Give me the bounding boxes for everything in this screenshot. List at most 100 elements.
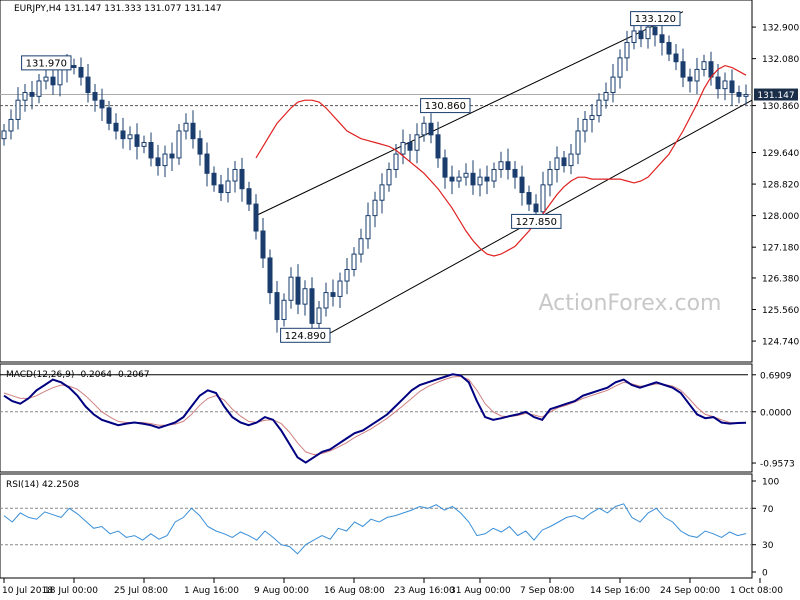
candle-body bbox=[729, 80, 735, 93]
candle bbox=[253, 194, 259, 240]
last-price-tag-box bbox=[754, 88, 798, 101]
candle-body bbox=[596, 99, 602, 117]
candle bbox=[435, 121, 441, 168]
candle-body bbox=[85, 76, 91, 93]
candle-body bbox=[351, 253, 357, 270]
macd-tick-label: 0.0000 bbox=[760, 408, 792, 418]
candle bbox=[43, 67, 49, 90]
macd-panel-frame bbox=[0, 363, 753, 473]
candle-body bbox=[659, 34, 665, 43]
annotation-label: 127.850 bbox=[516, 217, 557, 228]
candle-body bbox=[421, 122, 427, 136]
price-tick-label: 130.860 bbox=[762, 102, 799, 112]
candle-body bbox=[365, 215, 371, 240]
price-tick-label: 124.740 bbox=[762, 338, 799, 348]
candle-body bbox=[78, 66, 84, 78]
candle bbox=[547, 160, 553, 197]
candle bbox=[701, 54, 707, 77]
candle bbox=[372, 191, 378, 228]
candle-body bbox=[162, 153, 168, 167]
price-annotation: 131.970 bbox=[21, 55, 72, 71]
candle-body bbox=[673, 53, 679, 63]
candle bbox=[554, 146, 560, 183]
candle bbox=[78, 57, 84, 86]
candle-body bbox=[15, 99, 21, 120]
candle bbox=[225, 167, 231, 203]
candle-body bbox=[127, 134, 133, 140]
candle bbox=[295, 264, 301, 315]
candle-body bbox=[43, 76, 49, 82]
candle-body bbox=[533, 203, 539, 213]
candle-body bbox=[379, 184, 385, 201]
candle-body bbox=[337, 280, 343, 297]
price-tick-label: 129.640 bbox=[762, 149, 799, 159]
candle bbox=[596, 93, 602, 123]
annotation-label: 133.120 bbox=[635, 14, 676, 25]
candle-body bbox=[218, 184, 224, 194]
candle bbox=[22, 84, 28, 112]
annotation-box bbox=[280, 327, 331, 343]
candle-body bbox=[694, 68, 700, 82]
candle-body bbox=[519, 176, 525, 194]
candle bbox=[232, 160, 238, 193]
candle bbox=[568, 144, 574, 175]
price-tick-label: 128.000 bbox=[762, 212, 799, 222]
candle-body bbox=[477, 176, 483, 186]
macd-tick-label: 0.6909 bbox=[760, 371, 792, 381]
candle-body bbox=[617, 57, 623, 78]
candle bbox=[197, 130, 203, 166]
rsi-tick-label: 100 bbox=[762, 478, 779, 488]
candle-body bbox=[484, 176, 490, 182]
candle-body bbox=[680, 61, 686, 78]
candle bbox=[575, 117, 581, 165]
candle-body bbox=[239, 168, 245, 190]
candle bbox=[36, 74, 42, 104]
candle-body bbox=[113, 122, 119, 132]
rsi-panel-frame bbox=[0, 473, 753, 579]
candle bbox=[281, 293, 287, 327]
candle bbox=[92, 84, 98, 112]
candle-body bbox=[652, 26, 658, 36]
macd-signal-line bbox=[3, 375, 747, 456]
candle-body bbox=[36, 80, 42, 97]
candle-body bbox=[155, 157, 161, 167]
candle bbox=[603, 82, 609, 109]
candle-body bbox=[176, 130, 182, 159]
candle bbox=[148, 132, 154, 167]
candle bbox=[491, 162, 497, 188]
candle-body bbox=[701, 61, 707, 70]
candle bbox=[477, 168, 483, 197]
price-annotation: 133.120 bbox=[630, 11, 681, 27]
candle-body bbox=[288, 276, 294, 301]
candle-body bbox=[29, 92, 35, 97]
candle bbox=[526, 185, 532, 212]
x-tick-label: 18 Jul 00:00 bbox=[44, 586, 98, 596]
candle bbox=[687, 68, 693, 93]
candle-body bbox=[393, 153, 399, 170]
candle bbox=[498, 151, 504, 178]
candle-body bbox=[316, 307, 322, 324]
candle bbox=[659, 23, 665, 56]
candle-body bbox=[561, 157, 567, 167]
candle-body bbox=[638, 30, 644, 40]
candle bbox=[323, 282, 329, 317]
candle bbox=[1, 124, 7, 146]
price-annotation: 124.890 bbox=[280, 327, 331, 343]
price-tick-label: 125.560 bbox=[762, 306, 799, 316]
x-tick-label: 9 Aug 00:00 bbox=[254, 586, 309, 596]
candle-body bbox=[281, 299, 287, 321]
candle-body bbox=[589, 115, 595, 120]
candle bbox=[610, 64, 616, 103]
candle-body bbox=[407, 142, 413, 151]
candle bbox=[729, 69, 735, 106]
candle-body bbox=[491, 168, 497, 182]
candle-body bbox=[323, 292, 329, 309]
candle-body bbox=[414, 134, 420, 151]
price-tick-label: 132.080 bbox=[762, 55, 799, 65]
candle bbox=[428, 113, 434, 144]
candle-body bbox=[22, 92, 28, 101]
candle-body bbox=[246, 188, 252, 205]
candle bbox=[379, 173, 385, 214]
candle bbox=[288, 267, 294, 309]
